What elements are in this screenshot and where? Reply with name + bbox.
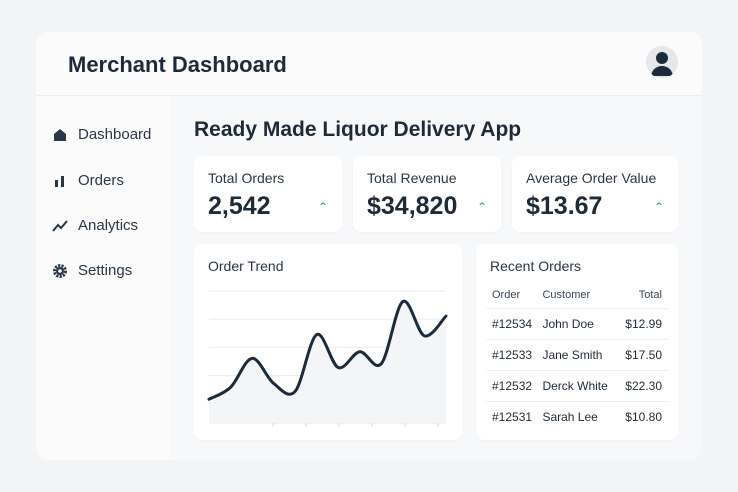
recent-orders-card: Recent Orders Order Customer Total #1253… (476, 244, 678, 440)
stat-label: Total Revenue (367, 170, 457, 186)
order-id: #12531 (492, 409, 533, 424)
table-row[interactable]: #12534 John Doe $12.99 (486, 308, 668, 340)
chart-title: Order Trend (208, 258, 284, 274)
stat-label: Average Order Value (526, 170, 657, 186)
sidebar-item-label: Dashboard (78, 126, 152, 143)
series-line (207, 300, 448, 401)
sidebar-item-dashboard[interactable]: Dashboard (52, 126, 151, 143)
total: $12.99 (614, 308, 668, 340)
trend-up-icon: ⌃ (476, 200, 487, 214)
header: Merchant Dashboard (36, 32, 702, 96)
sidebar-item-orders[interactable]: Orders (52, 172, 124, 189)
column-order: Order (486, 282, 537, 309)
sidebar-item-analytics[interactable]: Analytics (52, 217, 138, 234)
sidebar-item-label: Orders (78, 172, 124, 189)
trend-up-icon: ⌃ (317, 200, 328, 214)
bar-chart-icon (55, 175, 64, 187)
column-customer: Customer (536, 282, 615, 309)
sidebar: Dashboard Orders Analytics Settings (36, 96, 170, 460)
sidebar-item-label: Analytics (78, 217, 139, 234)
stat-card-average-order-value: Average Order Value $13.67 ⌃ (512, 156, 678, 232)
stat-value: $34,820 (367, 192, 458, 220)
order-id: #12533 (486, 339, 537, 371)
customer: Jane Smith (536, 339, 615, 371)
home-icon (54, 128, 66, 141)
user-icon (651, 52, 673, 76)
total: $17.50 (614, 339, 668, 371)
stat-card-total-orders: Total Orders 2,542 ⌃ (194, 156, 342, 232)
order-id: #12532 (486, 370, 537, 402)
sidebar-item-label: Settings (78, 262, 133, 279)
stat-card-total-revenue: Total Revenue $34,820 ⌃ (353, 156, 501, 232)
sidebar-item-settings[interactable]: Settings (52, 262, 132, 279)
recent-orders-table: Order Customer Total #12534 John Doe $12.9… (486, 282, 668, 432)
order-trend-chart (207, 290, 448, 427)
recent-orders-title: Recent Orders (490, 258, 582, 274)
order-trend-card: Order Trend (194, 244, 462, 440)
trend-up-icon: ⌃ (653, 200, 664, 214)
table-row[interactable]: #12533 Jane Smith $17.50 (486, 339, 668, 371)
customer: Derck White (536, 370, 615, 402)
stat-value: 2,542 (208, 192, 271, 220)
area-fill (209, 301, 446, 423)
stat-label: Total Orders (208, 170, 285, 186)
trend-icon (52, 219, 68, 232)
user-avatar[interactable] (646, 46, 678, 78)
table-row[interactable]: #12532 Derck White $22.30 (486, 370, 668, 402)
column-total: Total (614, 282, 668, 309)
customer: Sarah Lee (542, 409, 598, 424)
total: $10.80 (625, 409, 662, 424)
total: $22.30 (614, 370, 668, 402)
page-title: Ready Made Liquor Delivery App (194, 118, 522, 141)
stat-value: $13.67 (526, 192, 603, 220)
table-row[interactable]: #12531 Sarah Lee $10.80 (486, 401, 668, 432)
customer: John Doe (536, 308, 615, 340)
gear-icon (53, 263, 67, 278)
table-header: Order Customer Total (486, 282, 668, 309)
order-id: #12534 (486, 308, 537, 340)
app-title: Merchant Dashboard (68, 52, 287, 77)
